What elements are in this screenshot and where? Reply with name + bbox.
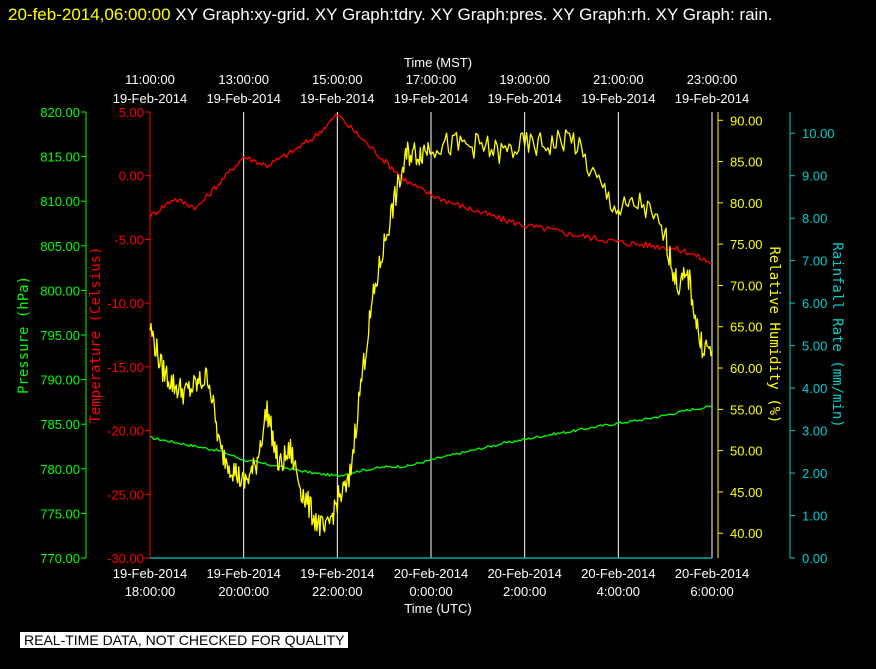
series-rh-line — [149, 129, 713, 537]
temperature-tick-label: -10.00 — [107, 296, 144, 311]
bottom-axis-label: Time (UTC) — [404, 601, 471, 616]
humidity-tick-label: 90.00 — [730, 113, 763, 128]
bottom-tick-date: 20-Feb-2014 — [581, 566, 655, 581]
top-tick-time: 21:00:00 — [593, 72, 644, 87]
top-tick-date: 19-Feb-2014 — [675, 91, 749, 106]
series-tdry-line — [149, 113, 713, 265]
top-axis-label: Time (MST) — [404, 55, 472, 70]
top-tick-date: 19-Feb-2014 — [300, 91, 374, 106]
humidity-tick-label: 80.00 — [730, 196, 763, 211]
pressure-tick-label: 795.00 — [40, 328, 80, 343]
bottom-tick-time: 18:00:00 — [125, 584, 176, 599]
bottom-tick-time: 4:00:00 — [597, 584, 640, 599]
top-tick-time: 15:00:00 — [312, 72, 363, 87]
humidity-tick-label: 70.00 — [730, 278, 763, 293]
pressure-tick-label: 805.00 — [40, 239, 80, 254]
humidity-axis-label: Relative Humidity (%) — [766, 246, 782, 423]
rain-tick-label: 3.00 — [802, 424, 827, 439]
top-tick-date: 19-Feb-2014 — [206, 91, 280, 106]
top-tick-time: 13:00:00 — [218, 72, 269, 87]
humidity-tick-label: 45.00 — [730, 485, 763, 500]
top-tick-time: 19:00:00 — [499, 72, 550, 87]
top-tick-time: 11:00:00 — [125, 72, 175, 87]
humidity-tick-label: 75.00 — [730, 237, 763, 252]
rain-tick-label: 0.00 — [802, 551, 827, 566]
rain-tick-label: 9.00 — [802, 169, 827, 184]
bottom-tick-time: 0:00:00 — [409, 584, 452, 599]
bottom-tick-date: 20-Feb-2014 — [487, 566, 561, 581]
top-tick-date: 19-Feb-2014 — [581, 91, 655, 106]
rain-tick-label: 7.00 — [802, 254, 827, 269]
humidity-tick-label: 40.00 — [730, 526, 763, 541]
chart-title: 20-feb-2014,06:00:00 XY Graph:xy-grid. X… — [8, 2, 868, 28]
pressure-tick-label: 780.00 — [40, 462, 80, 477]
temperature-axis-label: Temperature (Celsius) — [88, 246, 104, 423]
humidity-tick-label: 55.00 — [730, 402, 763, 417]
bottom-tick-time: 22:00:00 — [312, 584, 363, 599]
pressure-tick-label: 815.00 — [40, 150, 80, 165]
rain-tick-label: 10.00 — [802, 126, 835, 141]
series-pres-line — [149, 405, 713, 478]
temperature-tick-label: -5.00 — [114, 232, 144, 247]
top-tick-date: 19-Feb-2014 — [394, 91, 468, 106]
temperature-tick-label: -20.00 — [107, 424, 144, 439]
bottom-tick-time: 20:00:00 — [218, 584, 269, 599]
bottom-tick-time: 2:00:00 — [503, 584, 546, 599]
quality-disclaimer: REAL-TIME DATA, NOT CHECKED FOR QUALITY — [20, 632, 349, 648]
pressure-tick-label: 800.00 — [40, 283, 80, 298]
temperature-tick-label: -15.00 — [107, 360, 144, 375]
humidity-tick-label: 65.00 — [730, 320, 763, 335]
humidity-tick-label: 50.00 — [730, 444, 763, 459]
pressure-tick-label: 790.00 — [40, 373, 80, 388]
bottom-tick-date: 19-Feb-2014 — [113, 566, 187, 581]
rain-tick-label: 4.00 — [802, 381, 827, 396]
pressure-axis-label: Pressure (hPa) — [16, 276, 32, 394]
temperature-tick-label: -25.00 — [107, 487, 144, 502]
top-tick-date: 19-Feb-2014 — [113, 91, 187, 106]
top-tick-time: 17:00:00 — [406, 72, 457, 87]
humidity-tick-label: 60.00 — [730, 361, 763, 376]
rain-tick-label: 8.00 — [802, 211, 827, 226]
pressure-tick-label: 820.00 — [40, 105, 80, 120]
pressure-tick-label: 770.00 — [40, 551, 80, 566]
rain-axis-label: Rainfall Rate (mm/min) — [829, 242, 845, 427]
rain-tick-label: 6.00 — [802, 296, 827, 311]
bottom-tick-date: 19-Feb-2014 — [206, 566, 280, 581]
bottom-tick-date: 20-Feb-2014 — [394, 566, 468, 581]
pressure-tick-label: 785.00 — [40, 417, 80, 432]
title-timestamp: 20-feb-2014,06:00:00 — [8, 5, 171, 24]
pressure-tick-label: 775.00 — [40, 506, 80, 521]
top-tick-time: 23:00:00 — [687, 72, 738, 87]
humidity-tick-label: 85.00 — [730, 155, 763, 170]
temperature-tick-label: -30.00 — [107, 551, 144, 566]
rain-tick-label: 5.00 — [802, 339, 827, 354]
bottom-tick-time: 6:00:00 — [690, 584, 733, 599]
title-text: XY Graph:xy-grid. XY Graph:tdry. XY Grap… — [175, 5, 773, 24]
temperature-tick-label: 0.00 — [119, 169, 144, 184]
rain-tick-label: 1.00 — [802, 509, 827, 524]
bottom-tick-date: 19-Feb-2014 — [300, 566, 374, 581]
temperature-tick-label: 5.00 — [119, 105, 144, 120]
bottom-tick-date: 20-Feb-2014 — [675, 566, 749, 581]
top-tick-date: 19-Feb-2014 — [487, 91, 561, 106]
pressure-tick-label: 810.00 — [40, 194, 80, 209]
rain-tick-label: 2.00 — [802, 466, 827, 481]
